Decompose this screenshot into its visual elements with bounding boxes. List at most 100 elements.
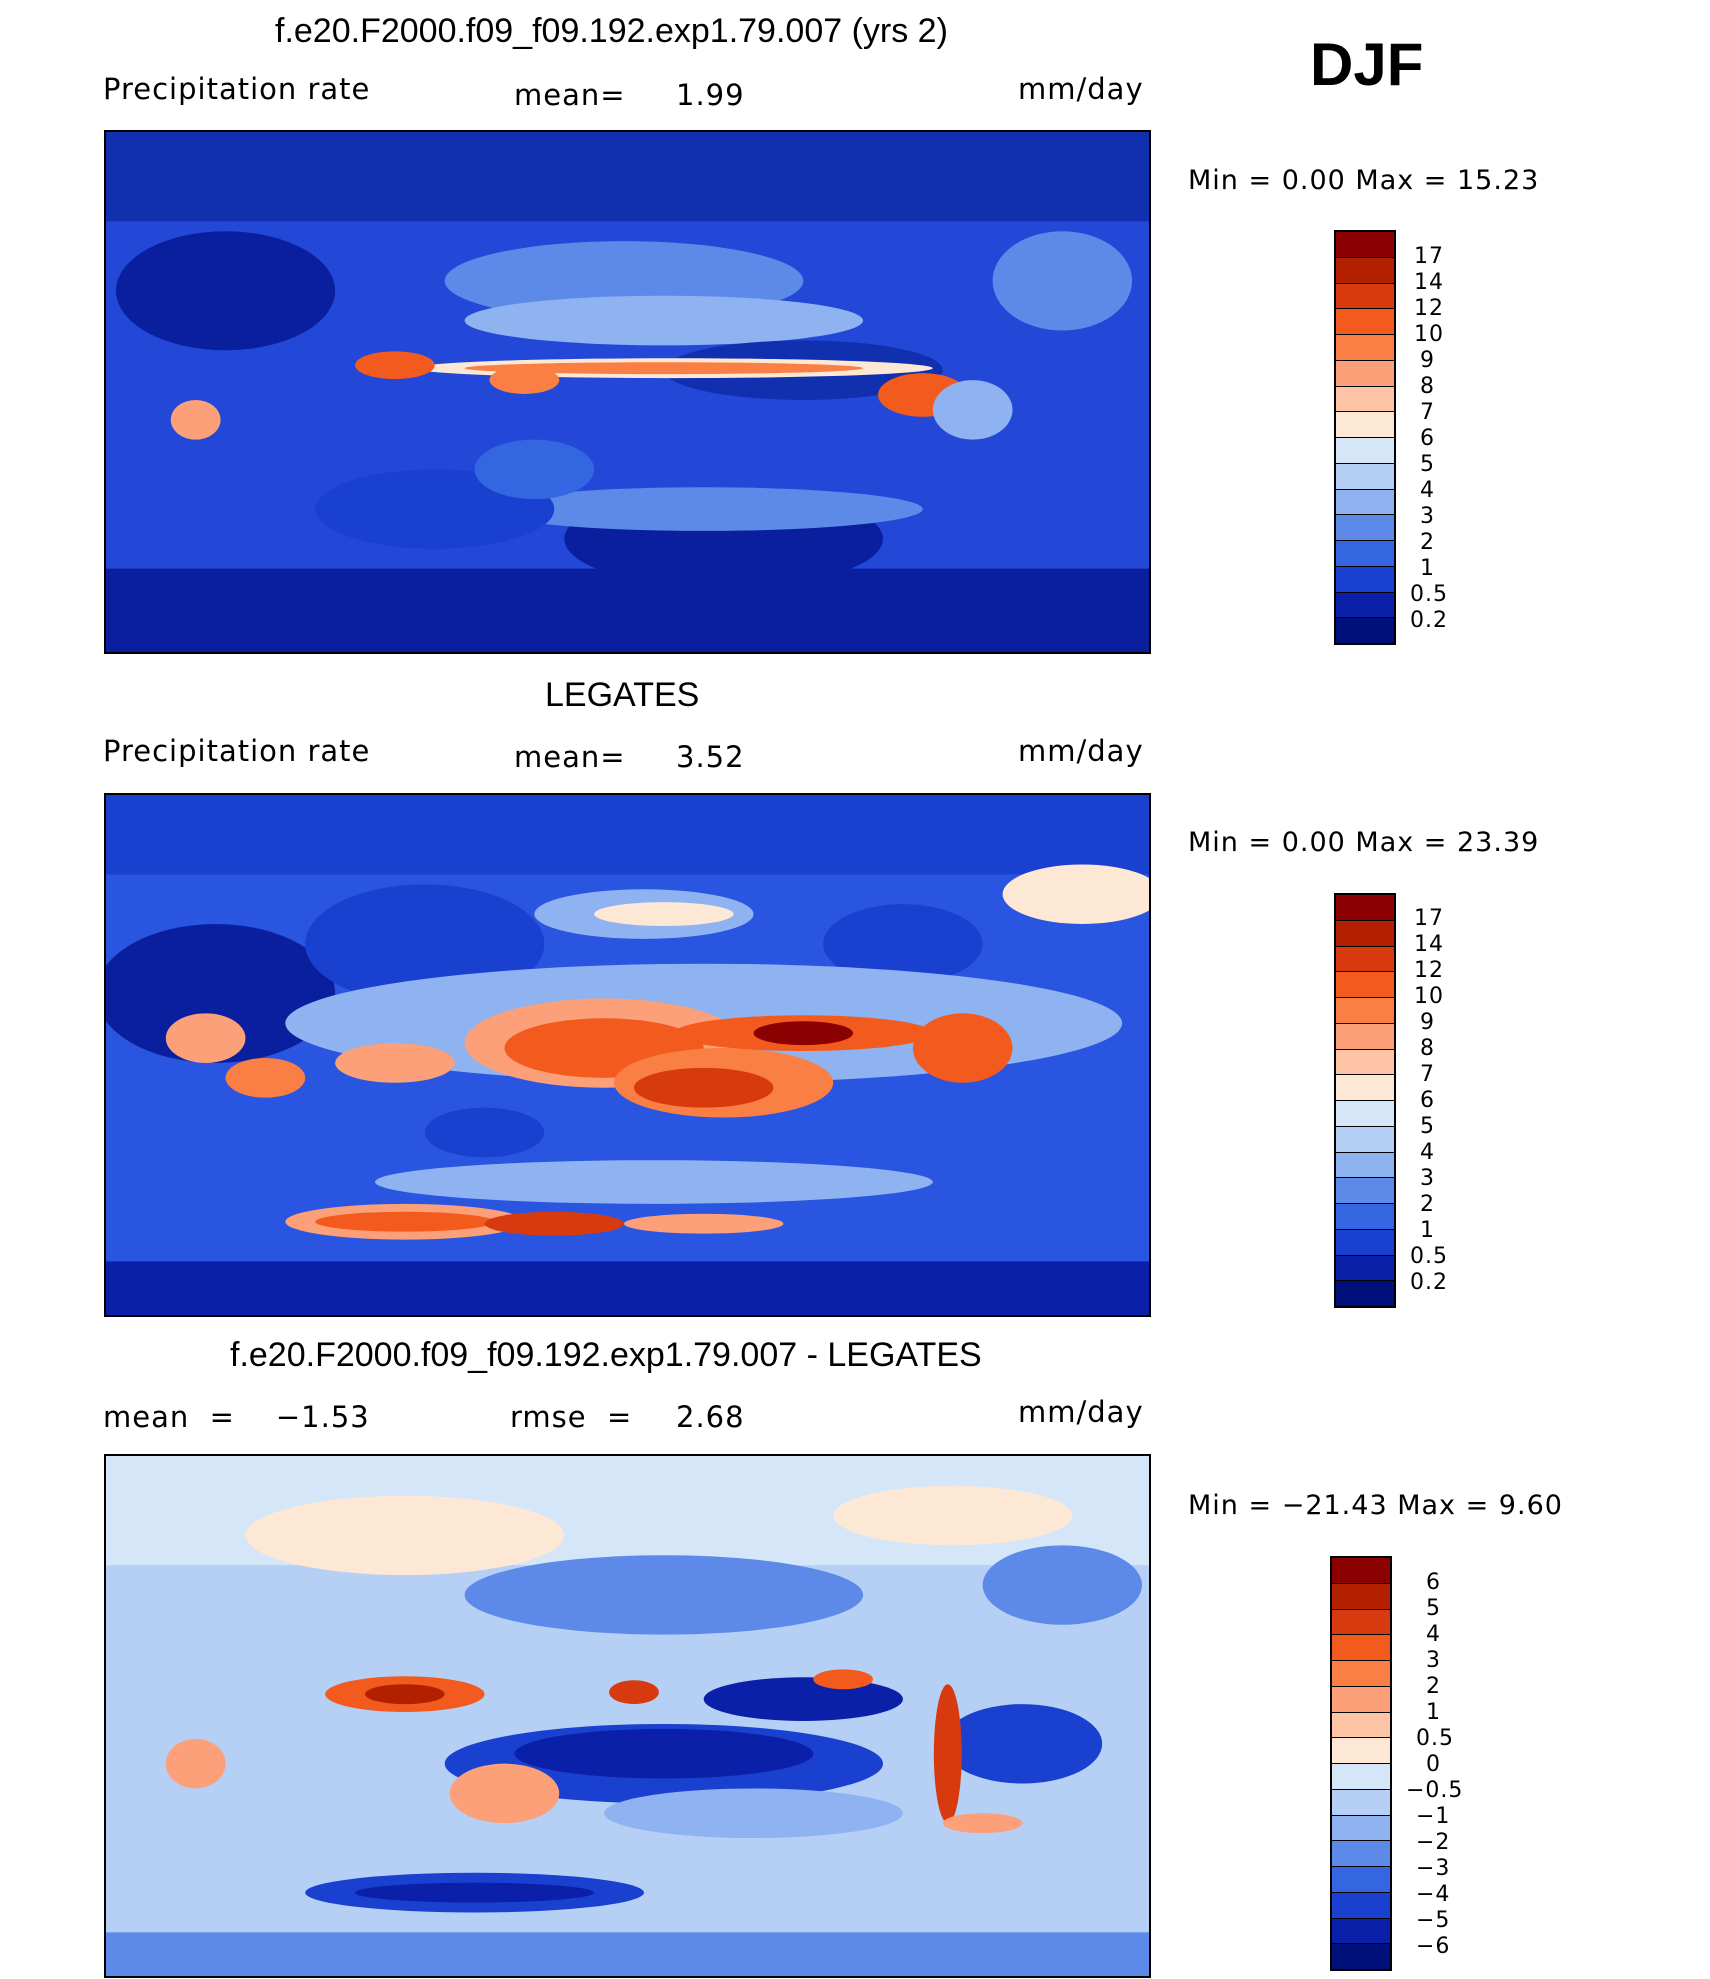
colorbar-cell xyxy=(1332,1867,1390,1893)
colorbar-tick-label: 3 xyxy=(1420,1166,1435,1191)
colorbar-tick-label: 4 xyxy=(1426,1622,1441,1647)
colorbar-tick-label: 0.5 xyxy=(1416,1726,1454,1751)
colorbar-tick-label: −0.5 xyxy=(1406,1778,1464,1803)
colorbar-tick-label: −4 xyxy=(1416,1882,1451,1907)
panel-1-mean-label: mean= xyxy=(514,78,626,112)
panel-3-colorbar xyxy=(1330,1556,1392,1971)
colorbar-cell xyxy=(1336,998,1394,1024)
panel-3-minmax: Min = −21.43 Max = 9.60 xyxy=(1188,1490,1563,1521)
colorbar-cell xyxy=(1332,1609,1390,1636)
colorbar-tick-label: 1 xyxy=(1420,556,1435,581)
colorbar-cell xyxy=(1332,1815,1390,1842)
colorbar-tick-label: −1 xyxy=(1416,1804,1451,1829)
colorbar-cell xyxy=(1332,1635,1390,1661)
colorbar-tick-label: 0.2 xyxy=(1410,1270,1448,1295)
colorbar-tick-label: 7 xyxy=(1420,400,1435,425)
colorbar-cell xyxy=(1336,360,1394,387)
colorbar-tick-label: 1 xyxy=(1426,1700,1441,1725)
colorbar-cell xyxy=(1336,1178,1394,1204)
colorbar-cell xyxy=(1332,1583,1390,1610)
colorbar-tick-label: 12 xyxy=(1414,296,1444,321)
panel-2-colorbar xyxy=(1334,893,1396,1308)
colorbar-tick-label: 4 xyxy=(1420,1140,1435,1165)
colorbar-tick-label: 3 xyxy=(1420,504,1435,529)
colorbar-tick-label: 0.2 xyxy=(1410,608,1448,633)
colorbar-tick-label: 6 xyxy=(1420,1088,1435,1113)
colorbar-tick-label: 9 xyxy=(1420,348,1435,373)
colorbar-tick-label: 2 xyxy=(1426,1674,1441,1699)
colorbar-tick-label: 12 xyxy=(1414,958,1444,983)
panel-2-map-field xyxy=(106,795,1149,1315)
colorbar-tick-label: 10 xyxy=(1414,984,1444,1009)
colorbar-tick-label: 8 xyxy=(1420,374,1435,399)
colorbar-tick-label: 1 xyxy=(1420,1218,1435,1243)
colorbar-cell xyxy=(1336,335,1394,361)
colorbar-cell xyxy=(1332,1661,1390,1687)
panel-2-mean-value: 3.52 xyxy=(676,740,745,774)
panel-3-map-field xyxy=(106,1456,1149,1976)
colorbar-cell xyxy=(1336,515,1394,541)
colorbar-cell xyxy=(1336,257,1394,284)
colorbar-tick-label: 7 xyxy=(1420,1062,1435,1087)
colorbar-cell xyxy=(1336,1049,1394,1076)
colorbar-tick-label: 14 xyxy=(1414,932,1444,957)
panel-2-units: mm/day xyxy=(1018,734,1144,768)
colorbar-cell xyxy=(1336,386,1394,413)
colorbar-cell xyxy=(1336,1229,1394,1256)
colorbar-tick-label: 6 xyxy=(1420,426,1435,451)
colorbar-tick-label: 4 xyxy=(1420,478,1435,503)
panel-1-mean-value: 1.99 xyxy=(676,78,745,112)
colorbar-tick-label: 0.5 xyxy=(1410,582,1448,607)
colorbar-tick-label: 0 xyxy=(1426,1752,1441,1777)
colorbar-cell xyxy=(1336,1255,1394,1282)
panel-3-units: mm/day xyxy=(1018,1395,1144,1429)
colorbar-cell xyxy=(1336,1281,1394,1306)
colorbar-tick-label: 6 xyxy=(1426,1570,1441,1595)
panel-1-colorbar xyxy=(1334,230,1396,645)
colorbar-cell xyxy=(1336,566,1394,593)
colorbar-tick-label: 0.5 xyxy=(1410,1244,1448,1269)
colorbar-cell xyxy=(1332,1841,1390,1867)
colorbar-tick-label: 5 xyxy=(1420,452,1435,477)
colorbar-tick-label: 17 xyxy=(1414,906,1444,931)
colorbar-cell xyxy=(1336,541,1394,567)
colorbar-tick-label: 9 xyxy=(1420,1010,1435,1035)
colorbar-cell xyxy=(1332,1712,1390,1739)
panel-1-variable-label: Precipitation rate xyxy=(103,72,371,106)
panel-1-title: f.e20.F2000.f09_f09.192.exp1.79.007 (yrs… xyxy=(275,12,948,50)
colorbar-cell xyxy=(1336,1023,1394,1050)
colorbar-tick-label: 5 xyxy=(1426,1596,1441,1621)
panel-3-map xyxy=(104,1454,1151,1978)
colorbar-cell xyxy=(1332,1764,1390,1790)
panel-2-variable-label: Precipitation rate xyxy=(103,734,371,768)
panel-1-map xyxy=(104,130,1151,654)
colorbar-cell xyxy=(1336,1204,1394,1230)
panel-3-rmse-label: rmse = xyxy=(510,1400,633,1434)
colorbar-cell xyxy=(1336,920,1394,947)
colorbar-cell xyxy=(1332,1738,1390,1764)
colorbar-tick-label: −2 xyxy=(1416,1830,1451,1855)
colorbar-cell xyxy=(1336,1075,1394,1101)
panel-2-mean-label: mean= xyxy=(514,740,626,774)
colorbar-cell xyxy=(1332,1944,1390,1969)
colorbar-cell xyxy=(1336,946,1394,973)
colorbar-cell xyxy=(1332,1789,1390,1816)
colorbar-tick-label: 8 xyxy=(1420,1036,1435,1061)
colorbar-tick-label: 14 xyxy=(1414,270,1444,295)
panel-3-rmse-value: 2.68 xyxy=(676,1400,745,1434)
colorbar-tick-label: −5 xyxy=(1416,1908,1451,1933)
colorbar-cell xyxy=(1336,232,1394,258)
panel-2-minmax: Min = 0.00 Max = 23.39 xyxy=(1188,827,1540,858)
colorbar-tick-label: 5 xyxy=(1420,1114,1435,1139)
colorbar-tick-label: 10 xyxy=(1414,322,1444,347)
colorbar-cell xyxy=(1332,1686,1390,1713)
colorbar-cell xyxy=(1336,1126,1394,1153)
colorbar-cell xyxy=(1336,463,1394,490)
colorbar-cell xyxy=(1336,1101,1394,1127)
colorbar-cell xyxy=(1336,283,1394,310)
colorbar-cell xyxy=(1336,895,1394,921)
colorbar-cell xyxy=(1336,489,1394,516)
panel-1-units: mm/day xyxy=(1018,72,1144,106)
colorbar-tick-label: −6 xyxy=(1416,1934,1451,1959)
panel-2-title: LEGATES xyxy=(545,676,700,714)
